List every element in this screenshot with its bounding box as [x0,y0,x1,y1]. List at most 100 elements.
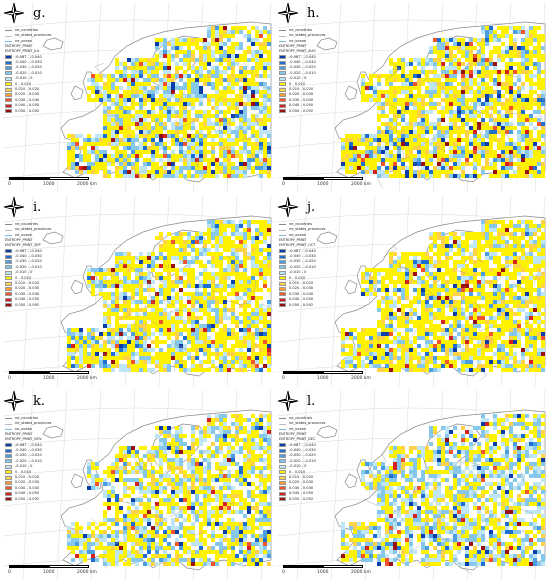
entropy-cell [465,150,469,154]
entropy-cell [365,328,369,332]
entropy-cell [215,352,219,356]
entropy-cell [107,316,111,320]
entropy-cell [83,166,87,170]
entropy-cell [541,224,545,228]
entropy-cell [267,368,271,372]
entropy-cell [167,272,171,276]
entropy-cell [175,348,179,352]
entropy-cell [501,86,505,90]
entropy-cell [139,118,143,122]
entropy-cell [135,272,139,276]
entropy-cell [473,276,477,280]
entropy-cell [103,300,107,304]
entropy-cell [421,94,425,98]
entropy-cell [191,292,195,296]
entropy-cell [251,170,255,174]
entropy-cell [485,126,489,130]
entropy-cell [191,146,195,150]
entropy-cell [67,344,71,348]
entropy-cell [425,260,429,264]
entropy-cell [513,256,517,260]
entropy-cell [131,288,135,292]
entropy-cell [191,356,195,360]
entropy-cell [529,58,533,62]
country-border [169,310,183,314]
entropy-cell [183,158,187,162]
entropy-cell [175,70,179,74]
entropy-cell [445,50,449,54]
entropy-cell [509,284,513,288]
entropy-cell [505,280,509,284]
entropy-cell [143,364,147,368]
entropy-cell [529,94,533,98]
entropy-cell [99,78,103,82]
entropy-cell [477,50,481,54]
entropy-cell [179,46,183,50]
entropy-cell [231,146,235,150]
entropy-cell [433,146,437,150]
entropy-cell [251,236,255,240]
entropy-cell [87,332,91,336]
entropy-cell [231,34,235,38]
entropy-cell [127,348,131,352]
entropy-cell [207,62,211,66]
entropy-cell [231,78,235,82]
entropy-cell [191,260,195,264]
entropy-cell [481,122,485,126]
entropy-cell [425,150,429,154]
entropy-cell [131,356,135,360]
entropy-cell [123,324,127,328]
entropy-cell [437,252,441,256]
entropy-cell [437,312,441,316]
entropy-cell [389,272,393,276]
entropy-cell [155,166,159,170]
entropy-cell [385,268,389,272]
entropy-cell [135,114,139,118]
entropy-cell [215,300,219,304]
entropy-cell [473,38,477,42]
entropy-cell [243,74,247,78]
entropy-cell [537,102,541,106]
entropy-cell [501,154,505,158]
entropy-cell [377,154,381,158]
entropy-cell [255,106,259,110]
entropy-cell [119,296,123,300]
entropy-cell [397,78,401,82]
entropy-cell [441,312,445,316]
entropy-cell [191,138,195,142]
entropy-cell [469,58,473,62]
entropy-cell [131,308,135,312]
entropy-cell [135,328,139,332]
entropy-cell [393,126,397,130]
scale-label: 0 [8,182,11,187]
entropy-cell [163,276,167,280]
entropy-cell [373,158,377,162]
entropy-cell [231,138,235,142]
entropy-cell [505,82,509,86]
entropy-cell [215,110,219,114]
entropy-cell [497,304,501,308]
entropy-cell [477,248,481,252]
entropy-cell [215,34,219,38]
entropy-cell [239,170,243,174]
country-border [487,122,497,142]
entropy-cell [167,130,171,134]
entropy-cell [501,150,505,154]
entropy-cell [163,126,167,130]
entropy-cell [413,110,417,114]
country-border [434,140,446,153]
entropy-cell [401,118,405,122]
entropy-cell [255,304,259,308]
entropy-cell [207,46,211,50]
entropy-cell [219,58,223,62]
entropy-cell [107,98,111,102]
entropy-cell [215,332,219,336]
entropy-cell [445,82,449,86]
entropy-cell [441,288,445,292]
entropy-cell [155,142,159,146]
entropy-cell [425,308,429,312]
entropy-cell [163,86,167,90]
entropy-cell [481,50,485,54]
entropy-cell [175,38,179,42]
entropy-cell [167,54,171,58]
